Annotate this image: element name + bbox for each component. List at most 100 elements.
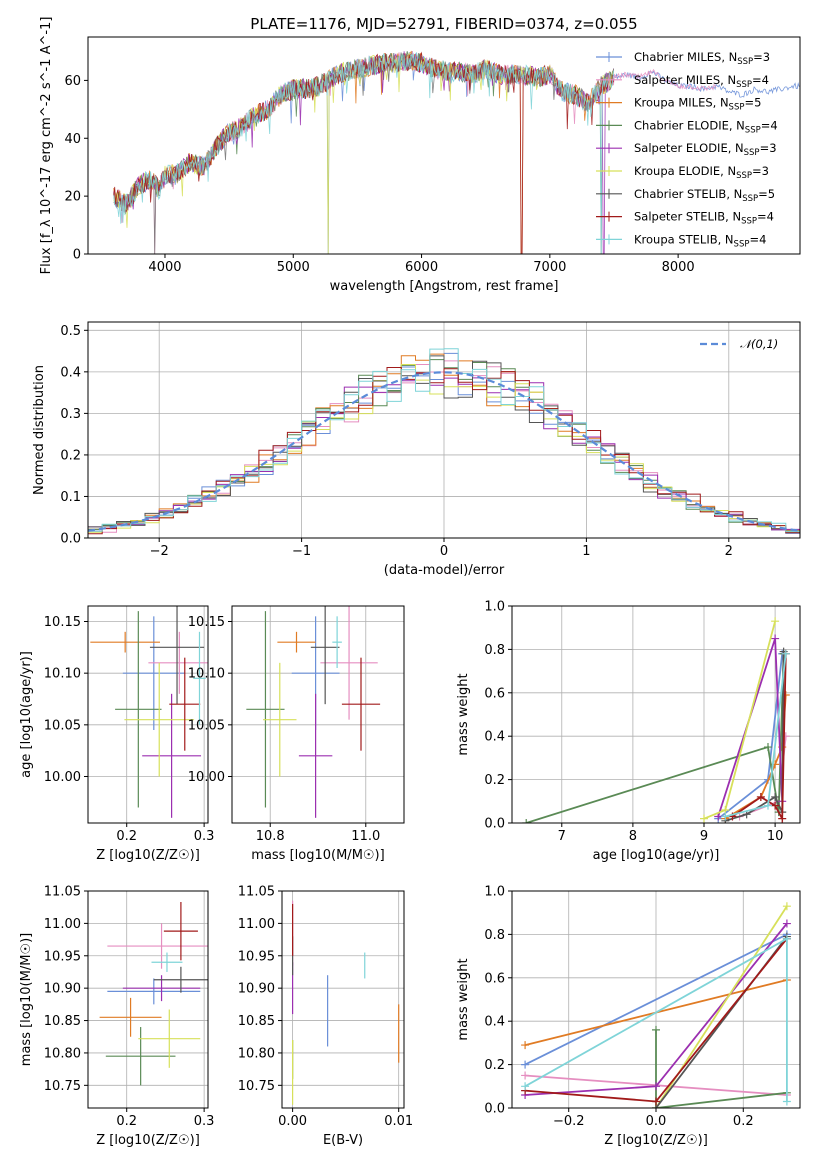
plot-area [99,902,208,1086]
errorbar-point-7 [149,606,205,705]
weight-marker [521,1041,530,1050]
y-tick-label: 10.95 [44,949,81,964]
axes-frame [511,605,801,824]
histogram-8 [88,367,800,536]
x-tick-label: 0.2 [116,829,137,844]
y-tick-label: 1.0 [484,600,505,615]
y-tick-label: 11.05 [238,885,275,900]
errorbar-point-1 [122,616,185,730]
weight-marker [652,1097,660,1106]
y-tick-label: 10.05 [44,718,81,733]
y-tick-label: 11.05 [44,885,81,900]
legend-entry: Chabrier ELODIE, NSSP=4 [634,118,778,135]
weight-marker [782,919,791,928]
y-tick-label: 20 [64,190,81,205]
legend-entry: Chabrier STELIB, NSSP=5 [634,187,775,204]
errorbar-point-3 [99,997,162,1037]
y-tick-label: 10.00 [188,770,225,785]
x-tick-label: 0.3 [194,1114,215,1129]
plot-area [113,50,800,254]
spectrum-line-2 [113,50,717,254]
x-tick-label: 0.2 [116,1114,137,1129]
x-tick-label: 7 [558,829,566,844]
y-tick-label: 60 [64,74,81,89]
y-tick-label: 0.2 [484,1058,505,1073]
weight-series-5 [521,919,791,1099]
errorbar-point-2 [320,606,378,720]
weight-marker [521,1071,530,1080]
plot-area [90,606,208,818]
errorbar-point-3 [90,631,160,653]
x-tick-label: 2 [725,544,733,559]
errorbar-point-8 [163,902,198,961]
x-tick-label: 7000 [533,260,566,275]
chart-mass_vs_EBV: 0.00 0.01 10.75 10.80 10.85 10.90 10.95 11.00 11… [238,885,413,1149]
errorbar-point-8 [341,657,381,751]
x-tick-label: 5000 [277,260,310,275]
x-axis-label: (data-model)/error [384,563,505,578]
errorbar-point-9 [151,952,183,972]
y-tick-label: 10.15 [44,615,81,630]
y-tick-label: 0.4 [484,1015,505,1030]
x-tick-label: 10 [767,829,784,844]
weight-line [717,638,784,817]
chart-spectrum: 4000 5000 6000 7000 8000 0 20 40 60 wavelength [A… [39,17,801,294]
plot-area [521,902,791,1108]
x-axis-label: Z [log10(Z/Z☉)] [96,848,200,863]
y-tick-label: 10.85 [44,1014,81,1029]
axes-frame [281,890,405,1109]
errorbar-point-6 [263,662,297,777]
y-tick-label: 11.00 [238,917,275,932]
legend-entry: Kroupa STELIB, NSSP=4 [634,232,766,249]
y-tick-label: 0.0 [60,532,81,547]
plot-area [292,900,400,1105]
legend-entry: Salpeter MILES, NSSP=4 [634,73,769,90]
y-tick-label: 0.6 [484,971,505,986]
x-axis-label: mass [log10(M/M☉)] [251,848,384,863]
x-tick-label: 0.01 [384,1114,413,1129]
y-tick-label: 10.15 [188,615,225,630]
y-tick-label: 10.10 [188,667,225,682]
x-tick-label: −1 [292,544,311,559]
y-tick-label: 10.80 [238,1046,275,1061]
errorbar-point-2 [107,923,208,969]
y-tick-label: 0.4 [60,365,81,380]
weight-series-4 [652,1025,791,1108]
legend-entry: Kroupa MILES, NSSP=5 [634,96,761,113]
y-tick-label: 10.05 [188,718,225,733]
weight-marker [782,902,791,911]
y-axis-label: age [log10(age/yr)] [19,651,34,778]
weight-marker [721,812,730,821]
y-tick-label: 0.8 [484,928,505,943]
x-tick-label: 9 [700,829,708,844]
y-tick-label: 10.90 [238,982,275,997]
x-tick-label: 4000 [148,260,181,275]
x-tick-label: 0.2 [733,1114,754,1129]
weight-series-5 [714,634,787,821]
x-tick-label: 11.0 [351,829,380,844]
legend-entry: Salpeter STELIB, NSSP=4 [634,210,774,227]
errorbar-point-9 [193,631,206,725]
errorbar-point-6 [138,1009,201,1068]
y-tick-label: 10.90 [44,982,81,997]
errorbar-point-4 [105,1027,176,1086]
weight-marker [521,1082,530,1091]
chart-age_vs_mass: 10.8 11.0 10.00 10.05 10.10 10.15 mass [log10(… [188,605,405,863]
weight-marker [782,1097,791,1106]
legend-entry: Kroupa ELODIE, NSSP=3 [634,164,769,181]
normal-curve [88,371,800,532]
x-tick-label: −0.2 [553,1114,585,1129]
axes-frame [231,605,405,824]
errorbar-point-4 [246,611,285,808]
plot-area [522,617,790,823]
axes-frame [87,36,801,255]
x-axis-label: wavelength [Angstrom, rest frame] [330,279,559,294]
weight-line [525,653,785,823]
y-axis-label: mass weight [456,958,471,1040]
chart-mass_vs_Z: 0.2 0.3 10.75 10.80 10.85 10.90 10.95 11.00 11.0… [19,885,215,1149]
y-tick-label: 10.75 [238,1079,275,1094]
weight-marker [771,801,780,810]
errorbar-point-7 [153,966,208,993]
weight-marker [771,634,780,643]
x-tick-label: 1 [582,544,590,559]
